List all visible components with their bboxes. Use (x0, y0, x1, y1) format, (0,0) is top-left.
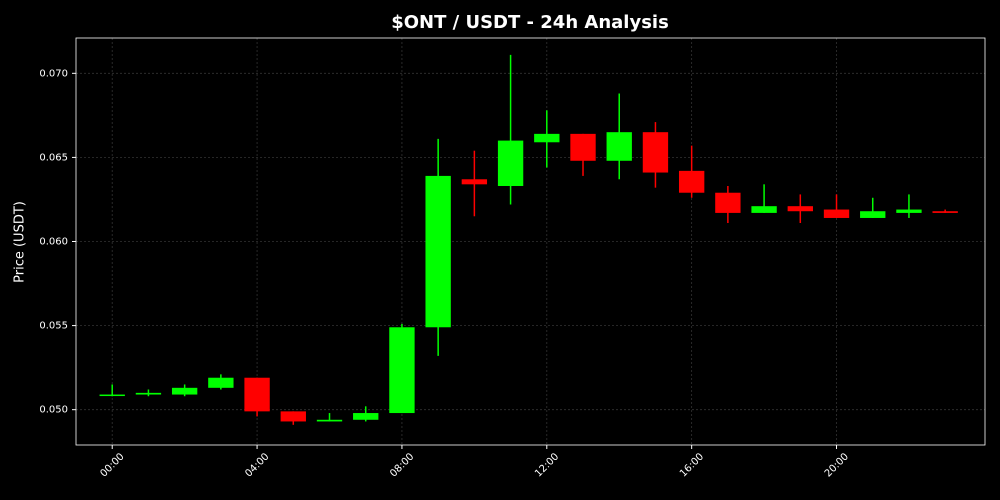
candle-body (425, 175, 451, 328)
candle-body (860, 211, 886, 218)
candle-body (280, 411, 306, 422)
candle-body (135, 392, 162, 395)
candle-body (389, 327, 415, 414)
chart-title: $ONT / USDT - 24h Analysis (391, 12, 669, 33)
candle-body (534, 133, 560, 143)
candle-body (715, 192, 741, 213)
candle-body (606, 132, 632, 161)
y-tick-label: 0.060 (39, 237, 68, 248)
y-tick-label: 0.055 (39, 321, 68, 332)
y-axis-label: Price (USDT) (13, 201, 28, 283)
y-tick-label: 0.050 (39, 405, 68, 416)
candle-body (751, 206, 777, 213)
candle-body (823, 209, 850, 218)
candle-body (570, 133, 596, 161)
candle-body (171, 387, 198, 395)
candle-body (932, 211, 958, 213)
y-tick-label: 0.070 (39, 68, 68, 79)
plot-frame (75, 37, 986, 446)
candle-body (896, 209, 922, 213)
candle-body (353, 413, 379, 420)
candle-body (244, 377, 270, 412)
candle-body (208, 377, 234, 388)
candle-body (678, 170, 705, 193)
candle-body (497, 140, 524, 186)
candle-body (787, 206, 813, 212)
candle-body (461, 179, 488, 185)
candle-body (316, 419, 343, 422)
y-tick-label: 0.065 (39, 152, 68, 163)
candle-body (642, 132, 669, 173)
candle-body (99, 394, 125, 397)
